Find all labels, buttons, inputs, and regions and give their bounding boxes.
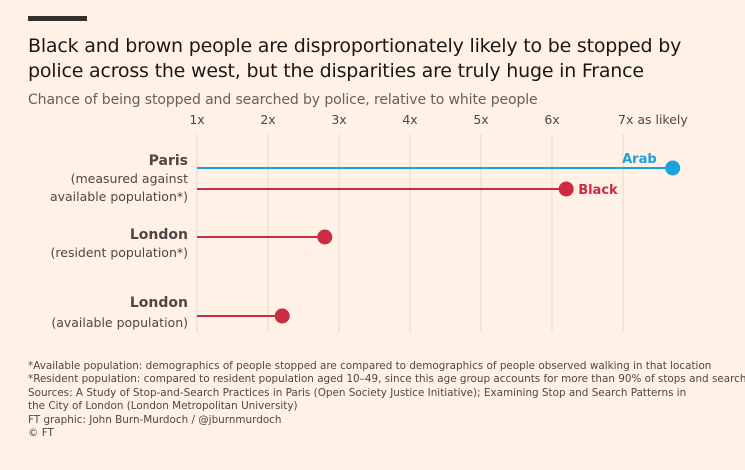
row-label: London bbox=[130, 295, 188, 311]
row-sublabel: (available population) bbox=[51, 315, 188, 330]
data-point-dot bbox=[274, 308, 290, 324]
x-tick-label: 6x bbox=[544, 112, 559, 127]
x-tick-label: 4x bbox=[402, 112, 417, 127]
series-label-black: Black bbox=[578, 183, 618, 198]
x-tick-label: 5x bbox=[473, 112, 488, 127]
sources-note: Sources: A Study of Stop-and-Search Prac… bbox=[28, 386, 687, 413]
chart-title: Black and brown people are disproportion… bbox=[28, 35, 682, 82]
graphic-credit: FT graphic: John Burn-Murdoch / @jburnmu… bbox=[28, 413, 282, 426]
chart-footer: *Available population: demographics of p… bbox=[28, 360, 745, 440]
x-tick-label: 2x bbox=[260, 112, 275, 127]
row-label: Paris bbox=[149, 153, 188, 169]
x-tick-label: 1x bbox=[189, 112, 204, 127]
x-tick-label: 3x bbox=[331, 112, 346, 127]
row-label: London bbox=[130, 227, 188, 243]
ft-top-bar bbox=[28, 16, 87, 21]
row-sublabel: (measured against bbox=[71, 171, 188, 186]
data-point-dot bbox=[558, 181, 574, 197]
row-sublabel: available population*) bbox=[50, 189, 188, 204]
data-point-dot bbox=[317, 229, 333, 245]
data-point-dot bbox=[665, 160, 681, 176]
chart-subtitle: Chance of being stopped and searched by … bbox=[28, 92, 538, 108]
footnote-resident-population: *Resident population: compared to reside… bbox=[28, 373, 745, 386]
copyright-note: © FT bbox=[28, 427, 54, 440]
footnote-available-population: *Available population: demographics of p… bbox=[28, 360, 712, 372]
row-sublabel: (resident population*) bbox=[51, 245, 188, 260]
dot-chart: 1x 2x 3x 4x 5x 6x 7x as likely Paris (measured a… bbox=[50, 112, 688, 332]
x-tick-label: 7x as likely bbox=[618, 112, 688, 127]
series-label-arab: Arab bbox=[622, 152, 657, 167]
